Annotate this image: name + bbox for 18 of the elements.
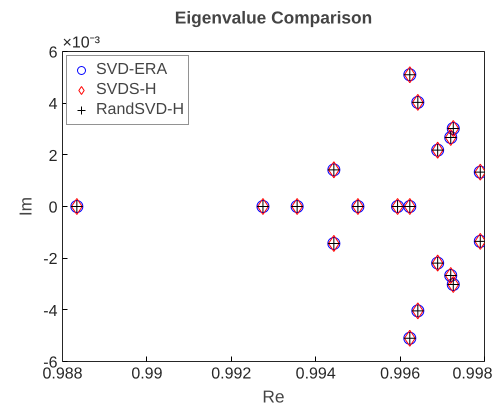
y-tick-label: 0 (48, 200, 58, 216)
y-tick-label: -4 (43, 302, 58, 320)
text: ×10⁻³ (62, 34, 101, 52)
y-tick-label: 4 (48, 96, 58, 114)
y-tick-label: -2 (43, 251, 58, 268)
x-tick-label: 0.992 (211, 366, 252, 382)
x-tick-label: 0.996 (380, 366, 420, 382)
chart-title: Eigenvalue Comparison (174, 8, 372, 28)
y-tick-label: 2 (48, 148, 58, 165)
x-axis-title: Re (262, 386, 285, 406)
y-tick-label: 6 (48, 44, 58, 62)
x-tick-label: 0.998 (452, 366, 492, 382)
legend-label: RandSVD-H (96, 100, 184, 120)
y-axis-title: Im (15, 196, 36, 216)
legend-label: SVDS-H (96, 80, 156, 100)
legend-label: SVD-ERA (96, 60, 168, 80)
x-tick-label: 0.994 (296, 366, 336, 382)
x-tick-label: 0.99 (131, 366, 163, 382)
